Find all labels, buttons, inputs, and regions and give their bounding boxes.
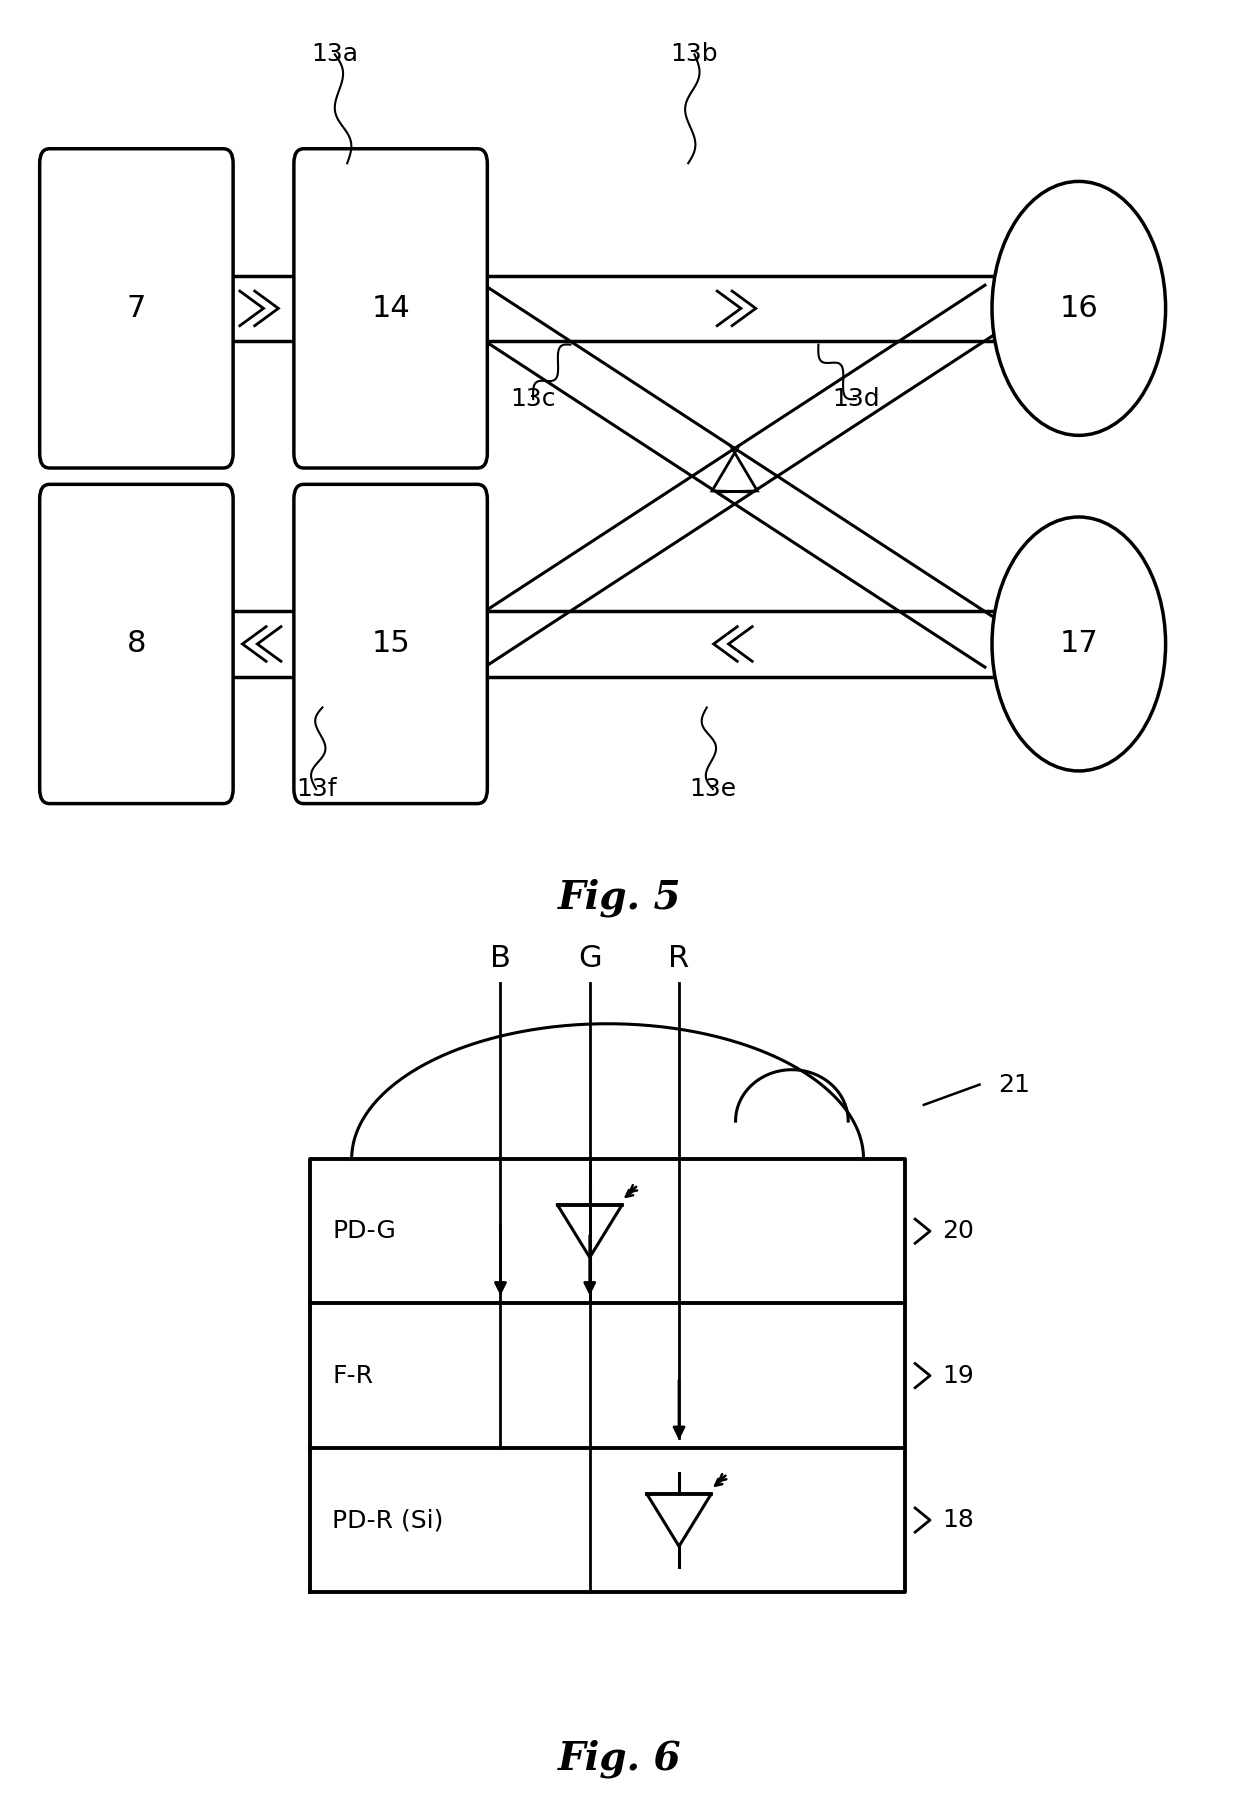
Text: 15: 15 — [371, 629, 410, 658]
Text: 13f: 13f — [296, 776, 336, 802]
Text: Fig. 5: Fig. 5 — [558, 878, 682, 918]
Text: 13b: 13b — [671, 42, 718, 67]
FancyBboxPatch shape — [294, 149, 487, 468]
Text: B: B — [490, 943, 511, 972]
FancyBboxPatch shape — [294, 484, 487, 804]
Text: 20: 20 — [942, 1219, 975, 1243]
Text: 7: 7 — [126, 294, 146, 323]
Text: 14: 14 — [371, 294, 410, 323]
Text: 8: 8 — [126, 629, 146, 658]
Text: 13a: 13a — [311, 42, 358, 67]
Circle shape — [992, 181, 1166, 435]
Text: Fig. 6: Fig. 6 — [558, 1740, 682, 1778]
Text: 21: 21 — [998, 1072, 1030, 1097]
Circle shape — [992, 517, 1166, 771]
FancyBboxPatch shape — [40, 484, 233, 804]
Text: 19: 19 — [942, 1364, 975, 1388]
Text: 17: 17 — [1059, 629, 1099, 658]
Text: F-R: F-R — [332, 1364, 373, 1388]
Text: PD-R (Si): PD-R (Si) — [332, 1507, 444, 1533]
Text: 13d: 13d — [832, 386, 879, 412]
Text: R: R — [668, 943, 689, 972]
FancyBboxPatch shape — [40, 149, 233, 468]
Text: PD-G: PD-G — [332, 1219, 396, 1243]
Text: 16: 16 — [1059, 294, 1099, 323]
Text: 13e: 13e — [689, 776, 737, 802]
Text: 13c: 13c — [511, 386, 556, 412]
Text: 18: 18 — [942, 1507, 975, 1533]
Text: G: G — [578, 943, 601, 972]
